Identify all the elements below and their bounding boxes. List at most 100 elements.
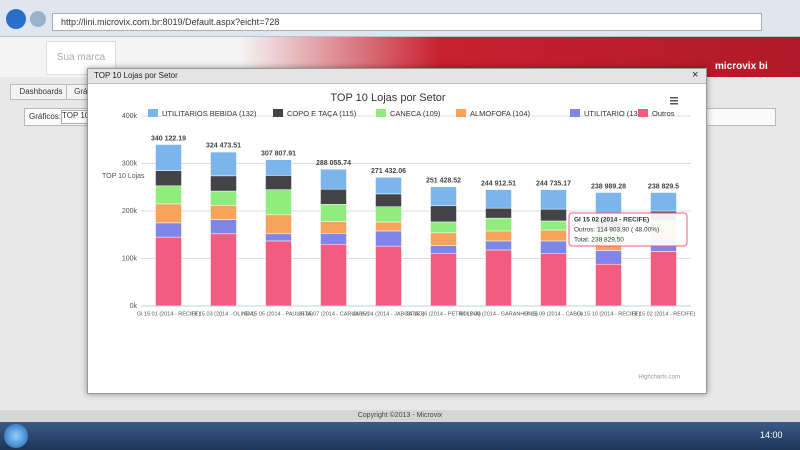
modal-header: TOP 10 Lojas por Setor × [88,69,706,84]
total-label: 288 055.74 [316,160,351,167]
legend-swatch [148,109,158,117]
legend-label: UTILITARIO (131) [584,109,645,118]
bar-segment [430,205,457,223]
bar-segment [540,189,567,210]
footer: Copyright ©2013 - Microvix [0,410,800,422]
total-label: 244 912.51 [481,181,516,188]
bar-segment [430,253,457,307]
modal-title: TOP 10 Lojas por Setor [94,71,178,80]
x-tick-label: GI 15 06 (2014 - PETROLINA) [406,311,481,317]
bar-segment [320,244,347,307]
y-tick-label: 200k [122,208,138,215]
menu-line [670,97,678,99]
taskbar: 14:00 [0,422,800,450]
logo: microvix bi [715,61,768,72]
bar-segment [210,219,237,235]
bar-segment [155,170,182,187]
bar-segment [485,207,512,219]
credits: Highcharts.com [638,375,680,381]
total-label: 238 829.5 [648,183,679,190]
clock: 14:00 [760,430,783,440]
y-tick-label: 0k [130,303,138,310]
modal-close[interactable]: × [692,69,699,81]
bar-segment [265,233,292,242]
y-tick-label: 300k [122,160,138,167]
tab[interactable]: Dashboards [10,84,72,100]
modal: TOP 10 Lojas por Setor × TOP 10 Lojas TO… [87,68,707,394]
x-tick-label: GI 15 04 (2014 - JABOATAO) [353,311,425,317]
total-label: 307 807.91 [261,151,296,158]
bar-segment [320,204,347,222]
bar-segment [595,250,622,265]
legend-swatch [376,109,386,117]
bar-segment [375,206,402,223]
chart: TOP 10 Lojas por Setor Highcharts.com 0k… [122,92,696,381]
bar-segment [265,240,292,307]
bar-segment [320,188,347,205]
bar-segment [430,221,457,234]
bar-segment [375,221,402,232]
tooltip-total: Total: 238 829,50 [574,237,624,244]
bar-segment [155,222,182,238]
bar-segment [540,229,567,242]
bar-segment [375,245,402,307]
tooltip-box [568,212,688,247]
menu-icon[interactable] [670,97,678,105]
legend-label: CANECA (109) [390,109,441,118]
forward-button[interactable] [30,11,46,27]
bar-segment [320,221,347,234]
legend-label: Outros [652,109,675,118]
total-label: 324 473.51 [206,143,241,150]
bar-segment [485,217,512,232]
bar-segment [375,177,402,195]
address-bar[interactable]: http://lini.microvix.com.br:8019/Default… [52,13,762,31]
x-tick-label: GI 15 08 (2014 - GARANHUNS) [459,311,538,317]
bar-segment [210,175,237,192]
bar-segment [650,192,677,212]
x-tick-label: GI 15 03 (2014 - OLINDA) [192,311,256,317]
bar-segment [265,189,292,216]
bar-segment [540,208,567,222]
bar-segment [155,185,182,205]
total-label: 251 428.52 [426,177,461,184]
bar-segment [430,232,457,246]
tooltip: GI 15 02 (2014 - RECIFE) Outros: 114 903,… [568,212,688,247]
bar-segment [540,240,567,255]
bar-segment [485,240,512,251]
bar-segment [485,230,512,242]
y-tick-label: 400k [122,113,138,120]
menu-line [670,100,678,102]
legend-swatch [570,109,580,117]
legend-label: COPO E TAÇA (115) [287,109,357,118]
x-tick-label: GI 15 05 (2014 - PAULISTA) [244,311,313,317]
y-tick-label: 100k [122,255,138,262]
bar-segment [485,249,512,307]
bar-segment [320,233,347,245]
legend-swatch [456,109,466,117]
x-tick-label: GI 15 02 (2014 - RECIFE) [632,311,696,317]
browser-chrome: http://lini.microvix.com.br:8019/Default… [0,0,800,37]
start-button[interactable] [4,424,28,448]
bar-segment [265,159,292,176]
bar-segment [430,245,457,255]
legend-swatch [273,109,283,117]
total-label: 271 432.06 [371,168,406,175]
total-label: 340 122.19 [151,135,186,142]
bar-segment [210,233,237,307]
filter-label: Gráficos: [29,112,62,121]
bar-segment [155,203,182,224]
total-label: 244 735.17 [536,181,571,188]
x-tick-label: GI 15 07 (2014 - CARUARU) [298,311,369,317]
bar-segment [210,151,237,177]
legend-swatch [638,109,648,117]
bar-segment [375,193,402,207]
back-button[interactable] [6,9,26,29]
bar-segment [210,205,237,220]
bar-segment [155,144,182,171]
bar-segment [430,186,457,207]
bar-segment [265,214,292,235]
legend-label: ALMOFOFA (104) [470,109,531,118]
bar-segment [540,220,567,231]
x-tick-label: GI 15 01 (2014 - RECIFE) [137,311,201,317]
